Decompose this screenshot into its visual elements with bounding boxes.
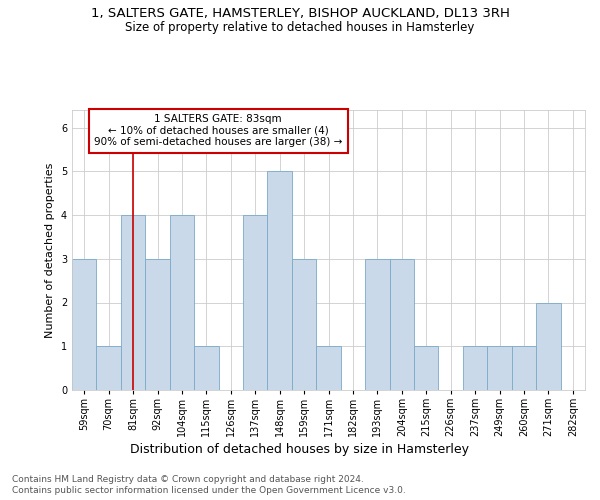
- Bar: [121, 215, 145, 390]
- Bar: [243, 215, 268, 390]
- Bar: [72, 259, 97, 390]
- Bar: [170, 215, 194, 390]
- Bar: [512, 346, 536, 390]
- Bar: [487, 346, 512, 390]
- Bar: [268, 171, 292, 390]
- Bar: [97, 346, 121, 390]
- Text: Contains HM Land Registry data © Crown copyright and database right 2024.: Contains HM Land Registry data © Crown c…: [12, 475, 364, 484]
- Bar: [365, 259, 389, 390]
- Text: Size of property relative to detached houses in Hamsterley: Size of property relative to detached ho…: [125, 21, 475, 34]
- Bar: [414, 346, 439, 390]
- Bar: [536, 302, 560, 390]
- Text: 1 SALTERS GATE: 83sqm
← 10% of detached houses are smaller (4)
90% of semi-detac: 1 SALTERS GATE: 83sqm ← 10% of detached …: [94, 114, 343, 148]
- Text: Contains public sector information licensed under the Open Government Licence v3: Contains public sector information licen…: [12, 486, 406, 495]
- Bar: [145, 259, 170, 390]
- Text: 1, SALTERS GATE, HAMSTERLEY, BISHOP AUCKLAND, DL13 3RH: 1, SALTERS GATE, HAMSTERLEY, BISHOP AUCK…: [91, 8, 509, 20]
- Bar: [194, 346, 218, 390]
- Y-axis label: Number of detached properties: Number of detached properties: [46, 162, 55, 338]
- Bar: [316, 346, 341, 390]
- Bar: [389, 259, 414, 390]
- Bar: [292, 259, 316, 390]
- Text: Distribution of detached houses by size in Hamsterley: Distribution of detached houses by size …: [131, 442, 470, 456]
- Bar: [463, 346, 487, 390]
